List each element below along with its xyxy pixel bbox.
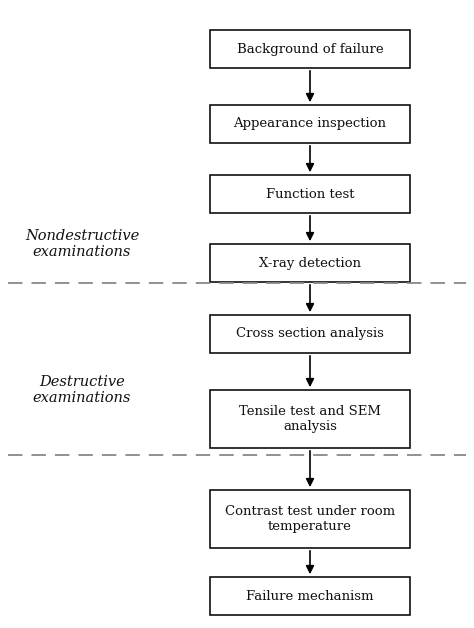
Text: Contrast test under room
temperature: Contrast test under room temperature — [225, 505, 395, 533]
Bar — [210, 577, 410, 615]
Text: Cross section analysis: Cross section analysis — [236, 327, 384, 340]
Text: Failure mechanism: Failure mechanism — [246, 590, 374, 602]
Bar — [210, 105, 410, 143]
Text: Background of failure: Background of failure — [237, 43, 383, 55]
Text: Tensile test and SEM
analysis: Tensile test and SEM analysis — [239, 405, 381, 433]
Text: Function test: Function test — [266, 188, 354, 200]
Bar — [210, 244, 410, 282]
Text: X-ray detection: X-ray detection — [259, 256, 361, 269]
Bar — [210, 390, 410, 448]
Text: Appearance inspection: Appearance inspection — [234, 117, 386, 131]
Bar — [210, 30, 410, 68]
Bar — [210, 490, 410, 548]
Bar — [210, 175, 410, 213]
Text: Nondestructive
examinations: Nondestructive examinations — [25, 229, 139, 259]
Bar — [210, 315, 410, 353]
Text: Destructive
examinations: Destructive examinations — [33, 375, 131, 405]
